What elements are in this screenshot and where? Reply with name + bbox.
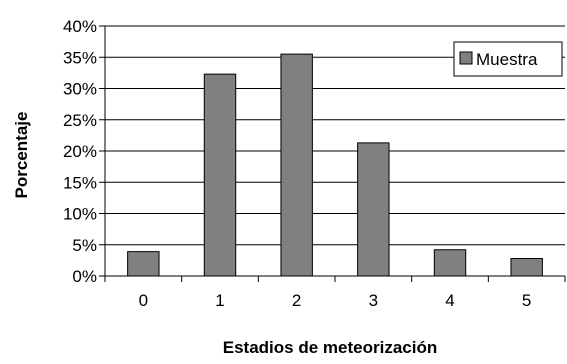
x-tick-label: 1 xyxy=(215,291,224,310)
y-tick-label: 25% xyxy=(63,111,97,130)
legend-label-muestra: Muestra xyxy=(476,50,538,69)
bar-1 xyxy=(203,73,237,277)
y-tick-label: 15% xyxy=(63,173,97,192)
x-tick-label: 2 xyxy=(292,291,301,310)
x-tick-label: 5 xyxy=(522,291,531,310)
bar-4 xyxy=(433,249,467,277)
x-axis-title: Estadios de meteorización xyxy=(223,338,437,357)
x-tick-labels: 0 1 2 3 4 5 xyxy=(139,291,532,310)
legend: Muestra xyxy=(453,41,563,77)
x-tick-label: 4 xyxy=(445,291,454,310)
bar-3 xyxy=(357,142,390,277)
y-tick-label: 35% xyxy=(63,48,97,67)
y-axis-title: Porcentaje xyxy=(12,112,31,199)
gridlines xyxy=(105,25,565,246)
x-tick-label: 3 xyxy=(369,291,378,310)
y-tick-label: 10% xyxy=(63,205,97,224)
x-tick-label: 0 xyxy=(139,291,148,310)
y-tick-label: 5% xyxy=(72,236,97,255)
legend-swatch xyxy=(459,51,473,65)
y-tick-label: 20% xyxy=(63,142,97,161)
bars xyxy=(127,53,543,277)
bar-0 xyxy=(127,251,160,277)
y-tick-labels: 0% 5% 10% 15% 20% 25% 30% 35% 40% xyxy=(63,17,97,286)
bar-5 xyxy=(510,258,543,277)
y-tick-label: 40% xyxy=(63,17,97,36)
bar-2 xyxy=(280,53,313,277)
axes xyxy=(99,25,566,282)
y-tick-label: 30% xyxy=(63,80,97,99)
y-tick-label: 0% xyxy=(72,267,97,286)
